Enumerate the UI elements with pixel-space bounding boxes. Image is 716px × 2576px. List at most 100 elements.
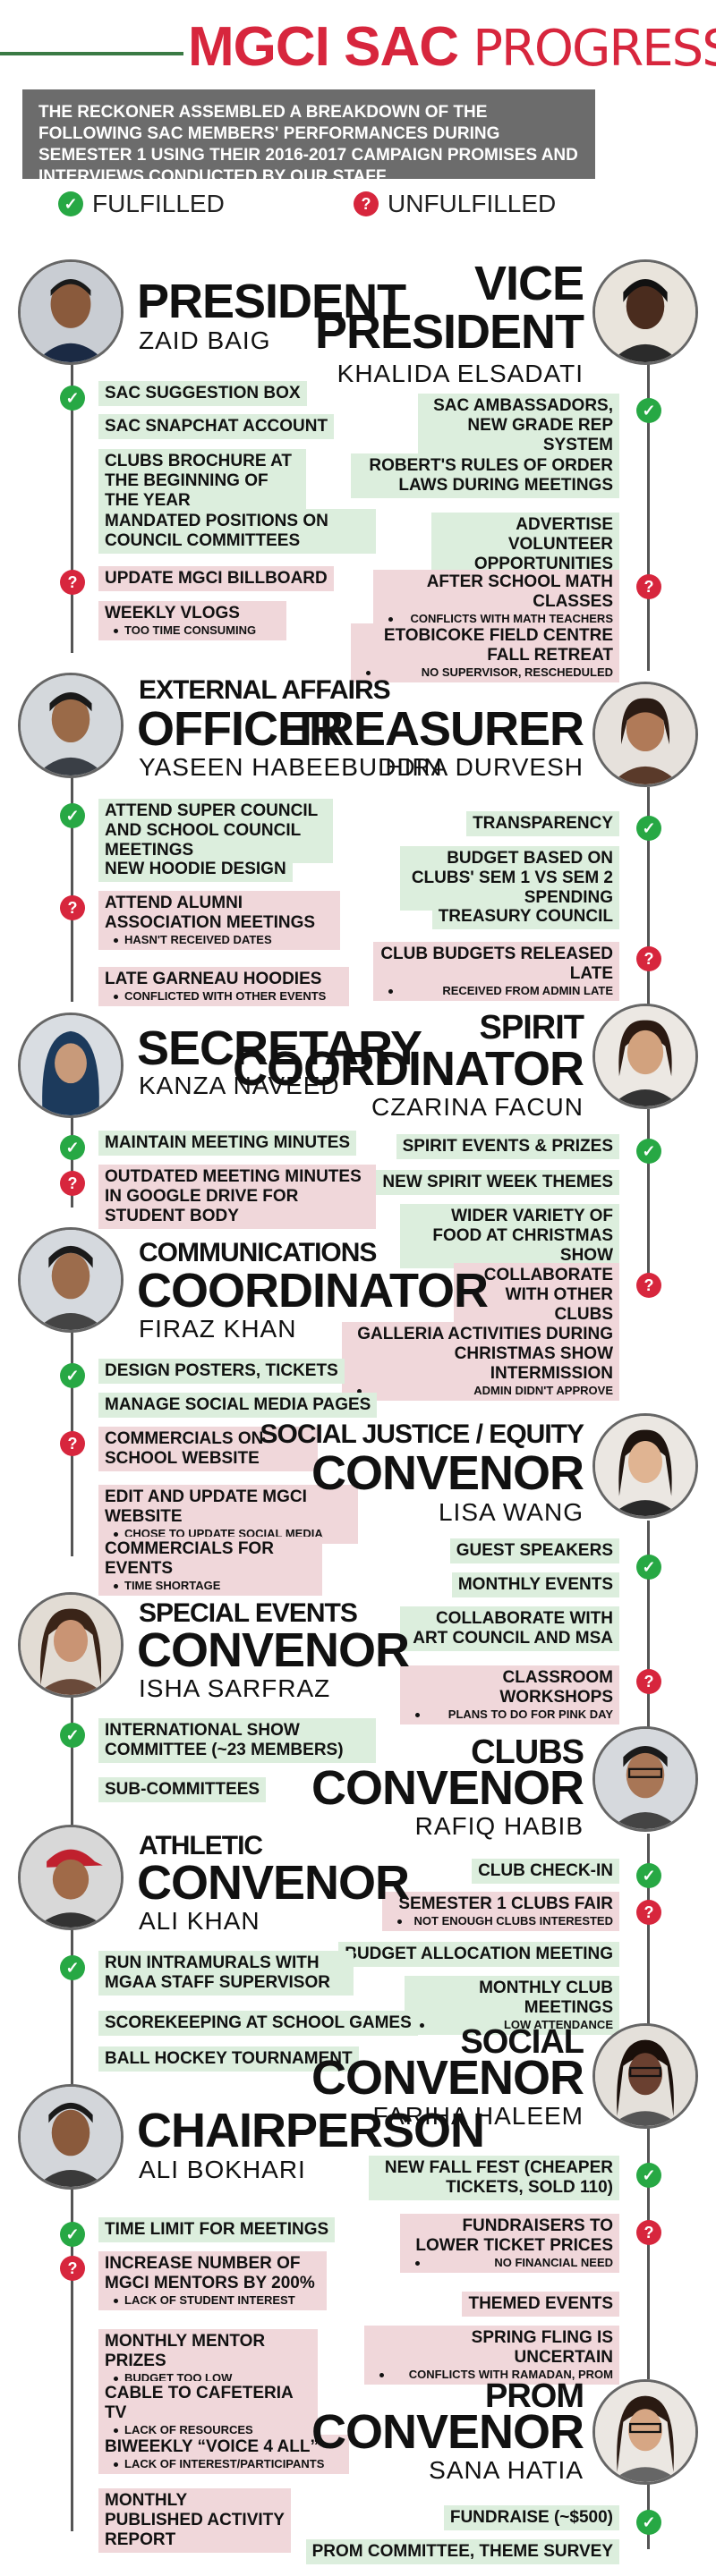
promise-item: MONTHLY EVENTS (451, 1572, 619, 1597)
role-title: COORDINATOR (233, 1042, 584, 1096)
role-title: TREASURER (290, 702, 584, 756)
role-title: SOCIAL JUSTICE / EQUITY (260, 1419, 584, 1449)
timeline-line (71, 1887, 73, 2111)
role-title: VICE PRESIDENT (314, 257, 584, 359)
promise-item: CLUB BUDGETS RELEASED LATE RECEIVED FROM … (373, 942, 619, 1001)
promise-item: SPIRIT EVENTS & PRIZES (396, 1134, 619, 1159)
page-title: MGCI SAC PROGRESS REPORT (188, 16, 716, 79)
avatar (592, 1004, 698, 1109)
role-title: COORDINATOR (137, 1264, 489, 1318)
timeline-line (71, 733, 73, 1002)
promise-item: FUNDRAISE (~$500) (443, 2505, 619, 2530)
role-title: PROM (485, 2377, 584, 2415)
promise-item: ADVERTISE VOLUNTEER OPPORTUNITIES (431, 513, 619, 577)
promise-item: CLASSROOM WORKSHOPS PLANS TO DO FOR PINK … (400, 1665, 619, 1724)
check-circle-icon: ✓ (60, 2222, 85, 2247)
promise-item: MONTHLY CLUB MEETINGS LOW ATTENDANCE (405, 1976, 619, 2035)
timeline-line (647, 1109, 650, 1288)
role-title: SPIRIT (479, 1009, 584, 1046)
promise-item: CABLE TO CAFETERIA TV LACK OF RESOURCES (98, 2381, 318, 2440)
promise-item: COMMERCIALS ON SCHOOL WEBSITE (98, 1427, 318, 1471)
member-name: ALI BOKHARI (139, 2156, 306, 2183)
avatar (592, 2023, 698, 2129)
check-circle-icon: ✓ (636, 816, 661, 841)
promise-item: BIWEEKLY “VOICE 4 ALL” LACK OF INTEREST/P… (98, 2435, 349, 2474)
avatar (592, 259, 698, 365)
timeline-line (71, 1655, 73, 1852)
timeline-line (647, 295, 650, 671)
avatar (592, 682, 698, 787)
avatar (18, 2084, 124, 2190)
timeline-line (71, 1288, 73, 1556)
question-circle-icon: ? (636, 2220, 661, 2245)
question-circle-icon: ? (60, 1171, 85, 1196)
promise-item: BUDGET ALLOCATION MEETING (338, 1942, 619, 1967)
member-name: RAFIQ HABIB (414, 1812, 584, 1840)
avatar (592, 1413, 698, 1519)
promise-item: AFTER SCHOOL MATH CLASSES CONFLICTS WITH … (373, 570, 619, 629)
avatar (592, 1726, 698, 1832)
promise-item: FUNDRAISERS TO LOWER TICKET PRICES NO FIN… (400, 2214, 619, 2273)
question-circle-icon: ? (60, 895, 85, 920)
promise-item: NEW SPIRIT WEEK THEMES (376, 1170, 619, 1195)
member-name: ALI KHAN (139, 1907, 260, 1935)
promise-item: ROBERT'S RULES OF ORDER LAWS DURING MEET… (351, 453, 619, 498)
promise-item: DESIGN POSTERS, TICKETS (98, 1359, 345, 1384)
promise-item: COLLABORATE WITH OTHER CLUBS (454, 1263, 619, 1327)
member-name: KHALIDA ELSADATI (337, 360, 584, 387)
avatar (18, 259, 124, 365)
check-circle-icon: ✓ (636, 2510, 661, 2535)
role-title: SECRETARY (137, 1021, 422, 1075)
member-name: KANZA NAVEED (139, 1072, 340, 1099)
question-circle-icon: ? (636, 1273, 661, 1298)
check-circle-icon: ✓ (636, 1863, 661, 1888)
member-name: FARIHA HALEEM (372, 2102, 584, 2130)
check-circle-icon: ✓ (636, 398, 661, 423)
promise-item: SCOREKEEPING AT SCHOOL GAMES (98, 2011, 418, 2036)
promise-item: TRANSPARENCY (466, 811, 619, 836)
role-title: PRESIDENT (137, 275, 406, 328)
question-circle-icon: ? (636, 1900, 661, 1925)
member-name: CZARINA FACUN (371, 1093, 584, 1121)
title-rule (0, 52, 183, 55)
promise-item: MONTHLY PUBLISHED ACTIVITY REPORT (98, 2488, 291, 2553)
avatar (18, 1227, 124, 1333)
member-name: ISHA SARFRAZ (139, 1674, 331, 1702)
promise-item: NEW HOODIE DESIGN (98, 857, 293, 882)
promise-item: GUEST SPEAKERS (449, 1538, 619, 1563)
role-title: ATHLETIC (139, 1831, 263, 1860)
promise-item: SUB-COMMITTEES (98, 1777, 267, 1802)
promise-item: GALLERIA ACTIVITIES DURING CHRISTMAS SHO… (342, 1322, 619, 1401)
promise-item: BUDGET BASED ON CLUBS' SEM 1 VS SEM 2 SP… (400, 846, 619, 911)
member-name: ZAID BAIG (139, 326, 271, 354)
question-circle-icon: ? (354, 191, 379, 216)
check-circle-icon: ✓ (60, 803, 85, 828)
avatar (18, 1592, 124, 1698)
promise-item: BALL HOCKEY TOURNAMENT (98, 2046, 359, 2072)
timeline-line (71, 295, 73, 653)
promise-item: ATTEND SUPER COUNCIL AND SCHOOL COUNCIL … (98, 799, 333, 863)
promise-item: RUN INTRAMURALS WITH MGAA STAFF SUPERVIS… (98, 1951, 354, 1996)
role-title: CLUBS (471, 1733, 584, 1771)
check-circle-icon: ✓ (60, 1955, 85, 1980)
promise-item: SAC SNAPCHAT ACCOUNT (98, 414, 335, 439)
avatar (18, 1013, 124, 1118)
promise-item: UPDATE MGCI BILLBOARD (98, 566, 334, 591)
role-title: CHAIRPERSON (137, 2104, 485, 2157)
question-circle-icon: ? (60, 1431, 85, 1456)
question-circle-icon: ? (60, 2256, 85, 2281)
promise-item: WEEKLY VLOGS TOO TIME CONSUMING (98, 601, 286, 640)
timeline-line (71, 2156, 73, 2531)
question-circle-icon: ? (636, 574, 661, 599)
timeline-line (647, 2451, 650, 2549)
check-circle-icon: ✓ (636, 1555, 661, 1580)
promise-item: TIME LIMIT FOR MEETINGS (98, 2217, 336, 2242)
timeline-line (647, 787, 650, 1011)
promise-item: ATTEND ALUMNI ASSOCIATION MEETINGS HASN'T… (98, 891, 340, 950)
promise-item: MAINTAIN MEETING MINUTES (98, 1131, 357, 1156)
promise-item: LATE GARNEAU HOODIES CONFLICTED WITH OTHE… (98, 967, 349, 1006)
promise-item: OUTDATED MEETING MINUTES IN GOOGLE DRIVE… (98, 1165, 376, 1229)
promise-item: COMMERCIALS FOR EVENTS TIME SHORTAGE (98, 1537, 322, 1596)
promise-item: SAC SUGGESTION BOX (98, 381, 307, 406)
member-name: YASEEN HABEEBUDDIN (139, 753, 443, 781)
